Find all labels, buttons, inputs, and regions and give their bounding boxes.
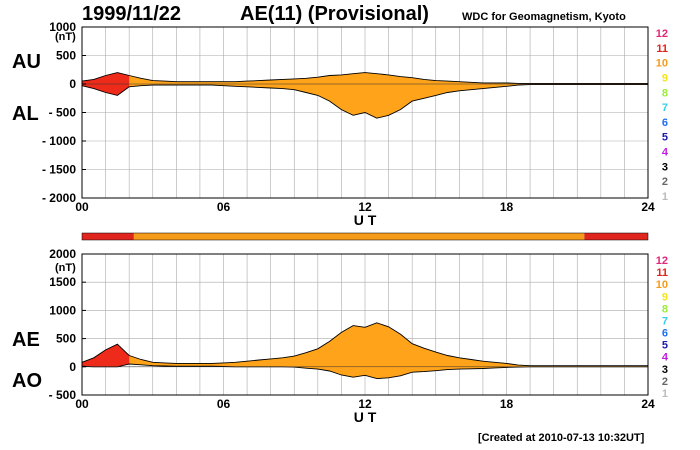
series-line-ae: [81, 322, 648, 367]
station-count-label: 5: [662, 340, 668, 352]
x-axis-label: U T: [354, 212, 377, 228]
station-count-label: 7: [662, 102, 668, 114]
station-count-label: 4: [662, 352, 669, 364]
x-tick-label: 06: [217, 200, 231, 214]
y-tick-label: - 2000: [42, 191, 76, 205]
quality-segment: [82, 233, 134, 240]
station-count-label: 8: [662, 87, 668, 99]
al-label: AL: [12, 103, 39, 125]
station-count-label: 9: [662, 291, 668, 303]
station-count-label: 12: [656, 255, 668, 267]
ae-label: AE: [12, 329, 40, 351]
y-tick-label: - 1000: [42, 134, 76, 148]
x-tick-label: 18: [500, 397, 514, 411]
top-unit-label: (nT): [55, 31, 76, 43]
x-tick-label: 18: [500, 200, 514, 214]
station-count-label: 11: [656, 267, 668, 279]
station-count-label: 8: [662, 303, 668, 315]
x-tick-label: 12: [358, 397, 372, 411]
station-count-label: 9: [662, 72, 668, 84]
x-tick-label: 24: [641, 397, 655, 411]
station-count-label: 7: [662, 315, 668, 327]
quality-bar: [81, 232, 649, 241]
station-count-label: 2: [662, 176, 668, 188]
station-count-label: 6: [662, 117, 668, 129]
x-tick-label: 12: [358, 200, 372, 214]
x-tick-label: 24: [641, 200, 655, 214]
station-count-label: 6: [662, 328, 668, 340]
plot-date: 1999/11/22: [82, 3, 181, 25]
plot-frame: [81, 253, 649, 396]
y-tick-label: 1500: [49, 275, 76, 289]
bottom-area-fill-strong: [82, 344, 130, 367]
station-count-label: 11: [656, 43, 668, 55]
top-area-fill: [82, 72, 648, 119]
station-count-label: 10: [656, 279, 668, 291]
bottom-unit-label: (nT): [55, 262, 76, 274]
station-count-label: 3: [662, 161, 668, 173]
station-count-label: 2: [662, 376, 668, 388]
y-tick-label: 500: [56, 332, 76, 346]
bottom-area-fill: [82, 322, 648, 379]
station-count-label: 3: [662, 364, 668, 376]
y-tick-label: 500: [56, 49, 76, 63]
y-tick-label: 0: [69, 360, 76, 374]
x-axis-label: U T: [354, 409, 377, 425]
station-count-label: 5: [662, 132, 668, 144]
series-line-au: [81, 72, 648, 84]
station-count-label: 12: [656, 28, 668, 40]
quality-bar-frame: [81, 232, 649, 241]
station-count-label: 1: [662, 388, 668, 400]
y-tick-label: - 500: [49, 106, 77, 120]
station-count-label: 1: [662, 191, 668, 203]
series-line-al: [81, 84, 648, 119]
y-tick-label: 0: [69, 77, 76, 91]
quality-segment: [584, 233, 648, 240]
quality-segment: [133, 233, 585, 240]
station-count-label: 10: [656, 58, 668, 70]
x-tick-label: 06: [217, 397, 231, 411]
ao-label: AO: [12, 370, 42, 392]
creation-note: [Created at 2010-07-13 10:32UT]: [478, 432, 645, 444]
x-tick-label: 00: [75, 397, 89, 411]
y-tick-label: 1000: [49, 303, 76, 317]
y-tick-label: - 500: [49, 388, 77, 402]
station-count-label: 4: [662, 147, 669, 159]
au-label: AU: [12, 51, 41, 73]
x-tick-label: 00: [75, 200, 89, 214]
y-tick-label: 1000: [49, 20, 76, 34]
data-source: WDC for Geomagnetism, Kyoto: [462, 11, 626, 23]
y-tick-label: 2000: [49, 247, 76, 261]
station-scale-top: 12 11 10 9 8 7 6 5 4 3 2 1: [656, 28, 669, 203]
plot-title: AE(11) (Provisional): [240, 3, 429, 25]
y-tick-label: - 1500: [42, 163, 76, 177]
